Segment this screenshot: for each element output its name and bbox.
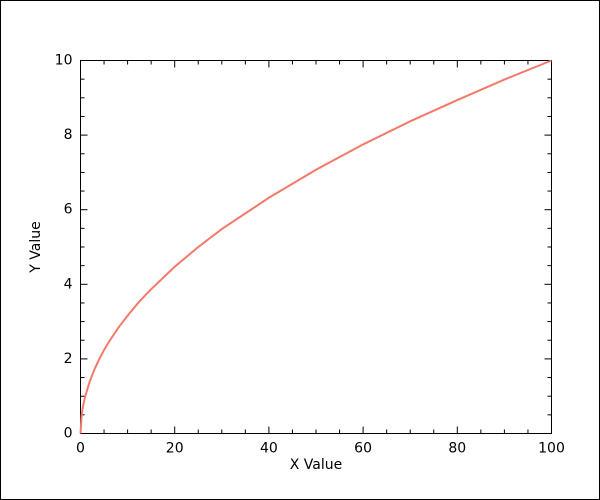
x-tick-label: 20 <box>166 441 184 457</box>
x-tick-label: 80 <box>448 441 466 457</box>
y-tick-label: 10 <box>55 53 73 69</box>
y-tick-label: 6 <box>64 202 73 218</box>
data-line <box>79 59 552 434</box>
x-tick-label: 40 <box>260 441 278 457</box>
y-tick-label: 0 <box>64 426 73 442</box>
y-tick-label: 8 <box>64 127 73 143</box>
y-tick-label: 4 <box>64 276 73 292</box>
x-tick-label: 60 <box>354 441 372 457</box>
y-tick-label: 2 <box>64 351 73 367</box>
x-tick-label: 100 <box>538 441 565 457</box>
y-axis-label: Y Value <box>28 221 44 273</box>
x-axis-label: X Value <box>290 457 343 473</box>
x-tick-label: 0 <box>76 441 85 457</box>
